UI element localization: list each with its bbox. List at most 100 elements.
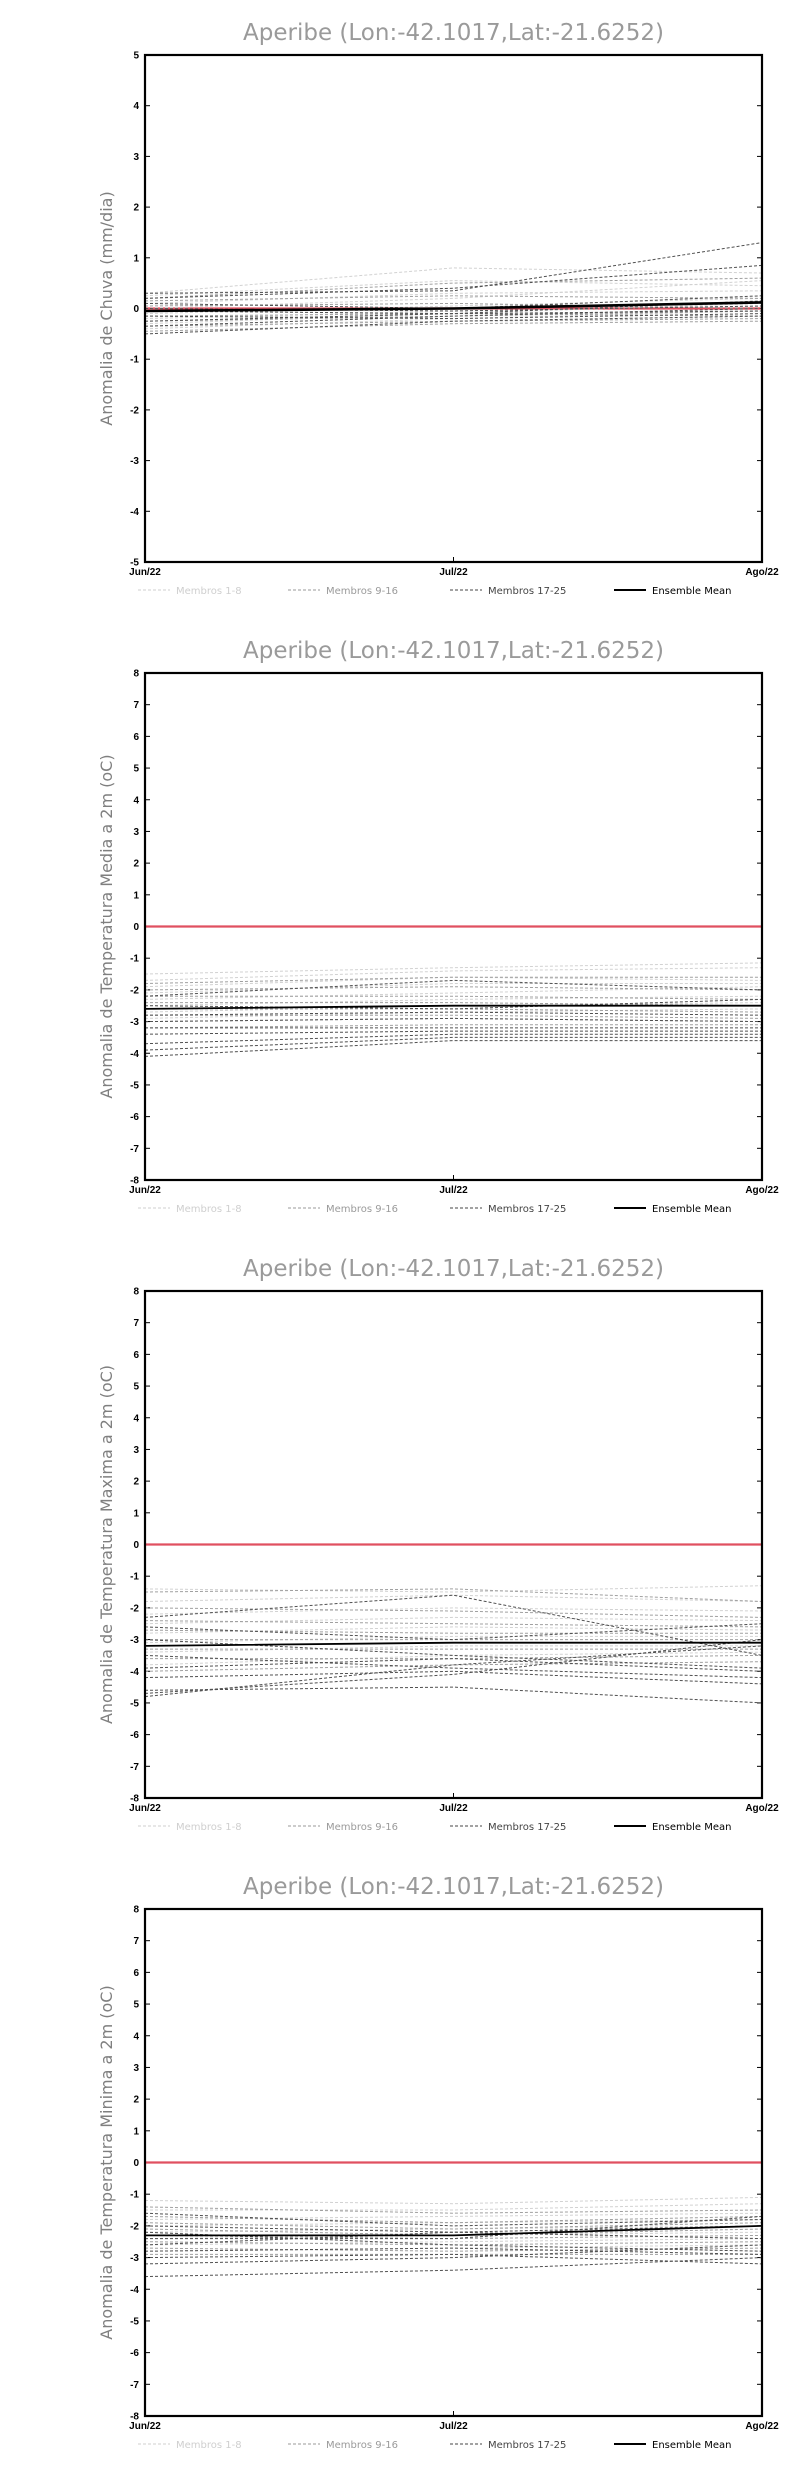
member-series-line (144, 300, 763, 315)
y-tick-label: -2 (130, 985, 139, 996)
chart-panel-1: Aperibe (Lon:-42.1017,Lat:-21.6252) Anoma… (97, 20, 779, 597)
member-series-line (144, 1686, 763, 1704)
y-tick-label: 7 (133, 1936, 139, 1947)
y-tick-label: 5 (133, 2000, 139, 2011)
y-tick-label: 5 (133, 51, 139, 62)
member-series-line (144, 290, 763, 304)
member-series-line (144, 295, 763, 302)
y-tick-label: 3 (133, 152, 139, 163)
y-tick-label: -6 (130, 2348, 139, 2359)
member-series-line (144, 1645, 763, 1698)
y-tick-label: 4 (133, 795, 139, 806)
member-series-line (144, 1033, 762, 1045)
y-tick-label: 4 (133, 1413, 139, 1424)
ensemble-mean-line (144, 1641, 762, 1647)
y-tick-label: 8 (133, 669, 139, 680)
x-tick-label: Jul/22 (439, 1185, 468, 1196)
y-tick-label: -4 (130, 1667, 139, 1678)
member-series-line (145, 1008, 763, 1013)
member-series-line (144, 305, 763, 320)
member-series-line (144, 2225, 763, 2240)
legend-entry: Membros 1-8 (176, 1822, 242, 1833)
y-tick-label: -5 (130, 1080, 139, 1091)
plot-frame (143, 1907, 764, 2418)
member-series-line (144, 1626, 763, 1634)
legend-entry: Membros 17-25 (488, 1204, 566, 1215)
legend-entry: Ensemble Mean (652, 1822, 731, 1833)
member-series-line (144, 1645, 762, 1653)
x-tick-label: Ago/22 (745, 1803, 779, 1814)
member-series-line (144, 242, 763, 294)
y-tick-label: 1 (133, 253, 139, 264)
legend-entry: Ensemble Mean (652, 2440, 731, 2451)
y-tick-label: -8 (130, 1794, 139, 1805)
y-tick-label: -4 (130, 2285, 139, 2296)
y-axis-label: Anomalia de Temperatura Minima a 2m (oC) (97, 1985, 116, 2339)
member-series-line (144, 280, 763, 297)
member-series-line (144, 1036, 762, 1051)
y-tick-label: 3 (133, 827, 139, 838)
y-tick-label: 4 (133, 2031, 139, 2042)
member-series-line (144, 1594, 763, 1602)
y-tick-label: -7 (130, 1762, 139, 1773)
member-series-line (144, 308, 763, 327)
member-series-line (145, 995, 763, 1000)
member-series-line (144, 1607, 763, 1615)
y-tick-label: -8 (130, 2412, 139, 2423)
y-tick-label: -5 (130, 2316, 139, 2327)
y-tick-label: 3 (133, 1445, 139, 1456)
y-tick-label: 2 (133, 2095, 139, 2106)
member-series-line (144, 1639, 763, 1669)
chart-title: Aperibe (Lon:-42.1017,Lat:-21.6252) (243, 1874, 664, 1900)
x-tick-label: Jun/22 (129, 567, 161, 578)
y-tick-label: 7 (133, 700, 139, 711)
legend-entry: Ensemble Mean (652, 1204, 731, 1215)
legend-entry: Membros 1-8 (176, 2440, 242, 2451)
member-series-line (144, 313, 763, 317)
x-tick-label: Ago/22 (745, 2421, 779, 2432)
y-tick-label: -1 (130, 2190, 139, 2201)
ensemble-mean-line (144, 1004, 762, 1010)
y-tick-label: 5 (133, 1382, 139, 1393)
plot-frame (143, 1289, 764, 1800)
member-series-line (144, 1635, 762, 1644)
member-series-line (145, 2215, 763, 2240)
member-series-line (144, 1620, 763, 1628)
chart-title: Aperibe (Lon:-42.1017,Lat:-21.6252) (243, 1256, 664, 1282)
member-series-line (144, 2212, 763, 2227)
member-series-line (144, 1011, 763, 1016)
y-tick-label: -1 (130, 355, 139, 366)
member-series-line (144, 1030, 762, 1035)
y-axis-label: Anomalia de Temperatura Maxima a 2m (oC) (97, 1365, 116, 1724)
ensemble-mean-line (144, 301, 763, 313)
y-tick-label: 4 (133, 101, 139, 112)
y-tick-label: 2 (133, 203, 139, 214)
chart-title: Aperibe (Lon:-42.1017,Lat:-21.6252) (243, 638, 664, 664)
y-tick-label: -2 (130, 1603, 139, 1614)
y-tick-label: 6 (133, 1350, 139, 1361)
y-tick-label: -6 (130, 1112, 139, 1123)
y-axis-label: Anomalia de Chuva (mm/dia) (97, 191, 116, 425)
ensemble-mean-line (145, 2225, 763, 2237)
member-series-line (144, 1585, 763, 1593)
y-tick-label: 2 (133, 859, 139, 870)
x-tick-label: Jun/22 (129, 1185, 161, 1196)
y-tick-label: 6 (133, 732, 139, 743)
y-tick-label: -3 (130, 2253, 139, 2264)
y-tick-label: -3 (130, 1635, 139, 1646)
member-series-line (144, 1594, 763, 1656)
member-series-line (144, 976, 762, 984)
member-series-line (144, 2257, 763, 2278)
member-series-line (144, 2247, 763, 2255)
chart-panel-2: Aperibe (Lon:-42.1017,Lat:-21.6252) Anoma… (97, 638, 779, 1215)
y-tick-label: 8 (133, 1287, 139, 1298)
y-tick-label: 0 (133, 922, 139, 933)
member-series-line (144, 1017, 763, 1023)
y-tick-label: 5 (133, 764, 139, 775)
member-series-line (144, 1024, 762, 1029)
legend-entry: Membros 17-25 (488, 586, 566, 597)
member-series-line (144, 2247, 763, 2252)
y-tick-label: -7 (130, 1144, 139, 1155)
y-tick-label: -5 (130, 1698, 139, 1709)
legend-entry: Ensemble Mean (652, 586, 731, 597)
